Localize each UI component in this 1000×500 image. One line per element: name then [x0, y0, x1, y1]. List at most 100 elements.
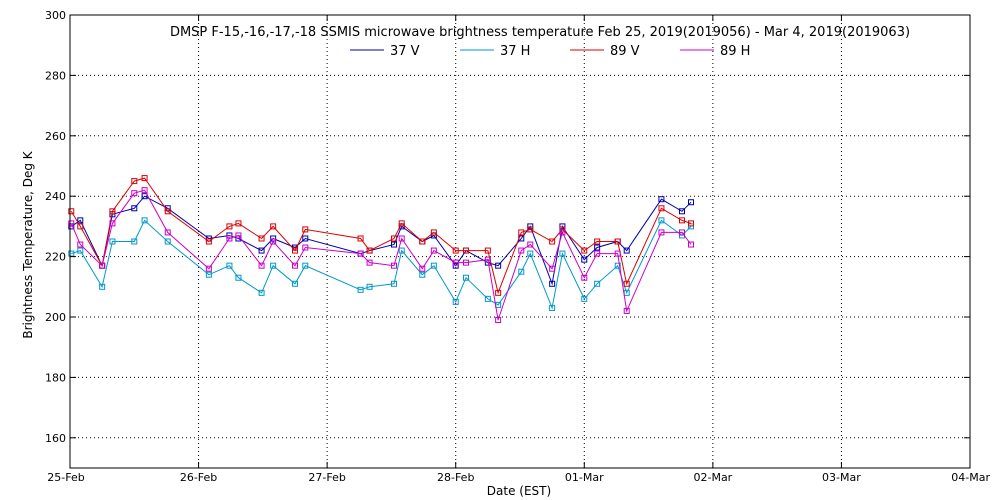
data-point-37-v [594, 244, 601, 251]
data-point-37-h [559, 250, 566, 257]
data-point-89-h [581, 274, 588, 281]
data-point-37-h [549, 304, 556, 311]
data-point-89-v [484, 247, 491, 254]
data-point-89-v [452, 247, 459, 254]
data-point-89-h [658, 229, 665, 236]
data-point-37-h [658, 217, 665, 224]
data-point-37-h [258, 289, 265, 296]
data-point-37-h [688, 223, 694, 230]
data-point-89-v [68, 208, 75, 215]
data-point-37-v [623, 247, 630, 254]
data-point-37-h [109, 238, 116, 245]
data-point-89-h [357, 250, 364, 257]
data-point-89-h [391, 262, 397, 269]
data-point-89-v [205, 238, 212, 245]
data-point-37-v [391, 241, 397, 248]
data-point-89-h [292, 262, 298, 269]
data-point-89-v [623, 280, 630, 287]
data-point-37-h [527, 250, 534, 257]
data-point-37-h [292, 280, 298, 287]
axes: 160 180 200 220 240 260 280 300 25-Feb 26-Feb 27-F… [45, 9, 990, 484]
series-line-37-v [71, 195, 692, 286]
data-point-89-h [594, 250, 601, 257]
legend-label-37-h: 37 H [500, 44, 530, 59]
data-point-37-v [581, 256, 588, 263]
data-point-89-h [484, 256, 491, 263]
data-point-89-v [549, 238, 556, 245]
data-point-89-v [366, 247, 373, 254]
data-point-89-v [518, 229, 525, 236]
data-point-37-v [658, 196, 665, 203]
data-point-89-h [302, 244, 309, 251]
data-point-89-v [391, 235, 397, 242]
data-point-37-v [141, 193, 148, 200]
y-tick-label: 260 [45, 130, 66, 143]
data-point-37-h [594, 280, 601, 287]
data-point-89-v [164, 208, 171, 215]
data-point-89-h [623, 307, 630, 314]
data-point-37-h [226, 262, 233, 269]
data-point-89-h [614, 250, 621, 257]
data-point-89-h [463, 259, 469, 266]
data-point-89-v [614, 238, 621, 245]
data-point-89-v [131, 178, 138, 185]
data-point-37-h [463, 274, 469, 281]
y-tick-label: 160 [45, 432, 66, 445]
data-point-89-h [559, 229, 566, 236]
data-point-89-h [366, 259, 373, 266]
data-point-89-v [258, 235, 265, 242]
data-point-89-v [226, 223, 233, 230]
data-point-89-v [141, 175, 148, 182]
data-point-37-v [495, 262, 502, 269]
y-tick-label: 200 [45, 311, 66, 324]
x-axis-label: Date (EST) [487, 484, 551, 498]
x-tick-label: 28-Feb [437, 471, 474, 484]
data-point-37-h [484, 295, 491, 302]
data-point-37-h [99, 283, 106, 290]
legend: 37 V 37 H 89 V 89 H [350, 44, 750, 59]
chart-title: DMSP F-15,-16,-17,-18 SSMIS microwave br… [170, 25, 910, 40]
data-point-89-v [463, 247, 469, 254]
x-tick-label: 26-Feb [180, 471, 217, 484]
data-point-89-v [430, 229, 437, 236]
data-point-89-h [398, 235, 405, 242]
data-point-89-h [235, 232, 242, 239]
x-tick-label: 04-Mar [951, 471, 990, 484]
data-point-37-h [205, 271, 212, 278]
data-point-37-h [235, 274, 242, 281]
data-point-89-h [164, 229, 171, 236]
data-point-37-h [141, 217, 148, 224]
data-point-89-h [131, 190, 138, 197]
data-point-37-v [549, 280, 556, 287]
x-tick-label: 02-Mar [693, 471, 732, 484]
series-line-89-v [70, 177, 692, 295]
data-point-89-h [549, 265, 556, 272]
data-point-89-h [679, 229, 685, 236]
data-point-37-v [131, 205, 138, 212]
data-point-37-v [688, 199, 694, 206]
data-point-37-h [614, 262, 621, 269]
data-point-89-v [398, 220, 405, 227]
data-point-89-v [495, 289, 502, 296]
data-point-37-v [258, 247, 265, 254]
data-point-89-h [77, 241, 84, 248]
data-point-37-h [164, 238, 171, 245]
data-point-89-v [688, 220, 694, 227]
data-point-37-v [77, 217, 84, 224]
y-tick-label: 280 [45, 69, 66, 82]
data-point-37-h [270, 262, 277, 269]
data-point-89-h [205, 265, 212, 272]
data-point-89-v [581, 247, 588, 254]
data-point-89-h [258, 262, 265, 269]
data-point-37-v [679, 208, 685, 215]
y-axis-label: Brightness Temperature, Deg K [21, 150, 35, 338]
data-point-37-h [77, 247, 84, 254]
data-point-89-h [226, 235, 233, 242]
data-point-37-h [357, 286, 364, 293]
data-point-37-h [398, 247, 405, 254]
data-point-37-h [430, 262, 437, 269]
data-point-89-v [357, 235, 364, 242]
series-line-89-h [70, 189, 692, 321]
legend-label-89-h: 89 H [720, 44, 750, 59]
